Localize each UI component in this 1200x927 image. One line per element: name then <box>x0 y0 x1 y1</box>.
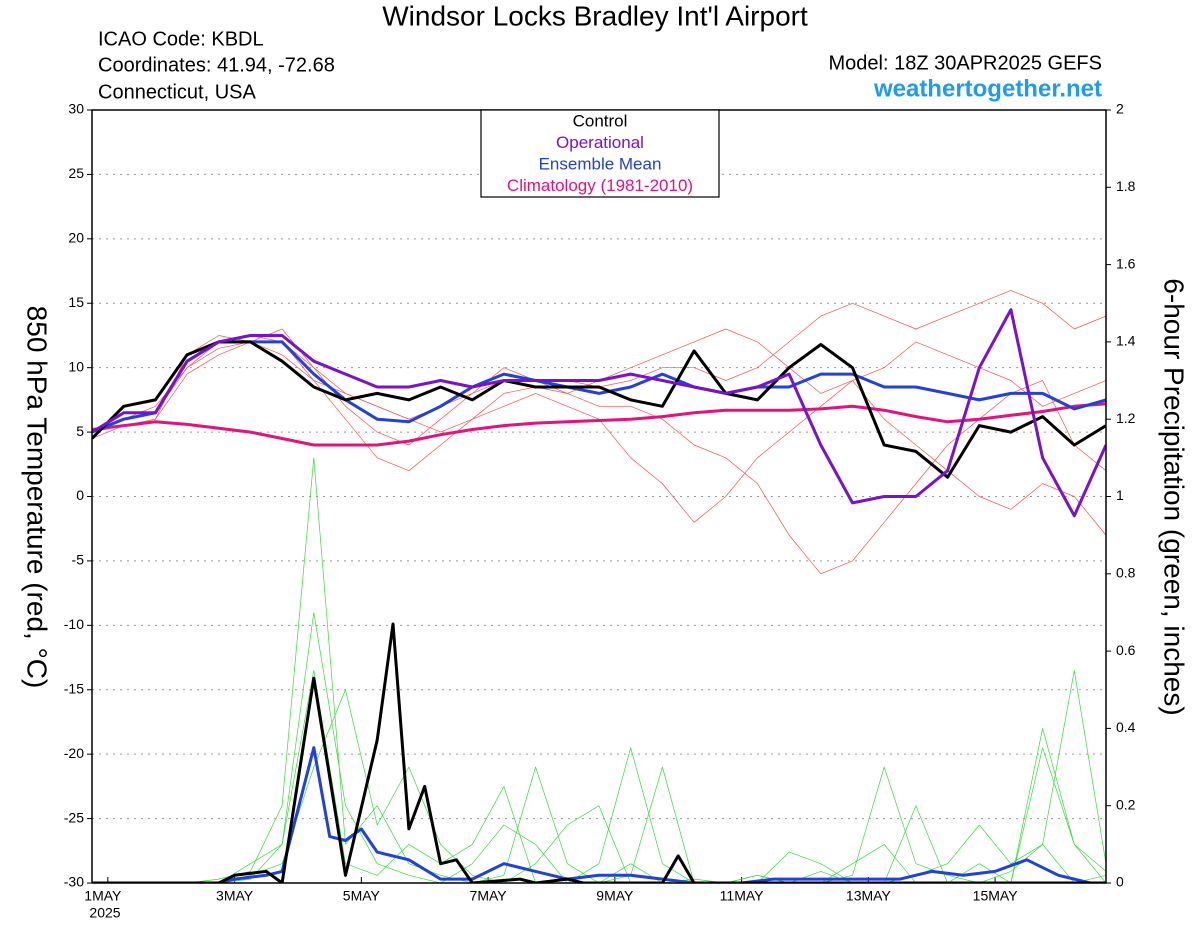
legend-box <box>480 109 720 198</box>
legend-label: Control <box>573 111 628 130</box>
y-tick-label: 10 <box>68 358 84 374</box>
x-year-label: 2025 <box>89 905 120 921</box>
member-line <box>92 670 1106 883</box>
y-tick-label: -25 <box>64 809 84 825</box>
y-tick-label: 20 <box>68 230 84 246</box>
y-tick-label: 30 <box>68 101 84 117</box>
series-line <box>92 340 1106 479</box>
y2-tick-label: 0.6 <box>1116 642 1136 658</box>
series-line <box>92 308 1106 518</box>
x-tick-label: 5MAY <box>343 888 381 904</box>
y-tick-label: -5 <box>72 552 85 568</box>
y2-tick-label: 1.6 <box>1116 255 1136 271</box>
member-line <box>92 612 1106 883</box>
legend-label: Ensemble Mean <box>539 154 662 173</box>
member-line <box>92 670 1106 883</box>
info-line: Coordinates: 41.94, -72.68 <box>98 54 335 76</box>
x-tick-label: 1MAY <box>84 888 122 904</box>
model-label: Model: 18Z 30APR2025 GEFS <box>829 52 1102 74</box>
site-label: weathertogether.net <box>873 75 1102 102</box>
y2-tick-label: 0 <box>1116 874 1124 890</box>
y-tick-label: -30 <box>64 874 84 890</box>
x-tick-label: 7MAY <box>470 888 508 904</box>
y2-tick-label: 0.8 <box>1116 565 1136 581</box>
y-tick-label: 0 <box>76 487 84 503</box>
member-line <box>92 457 1106 883</box>
y2-axis-label: 6-hour Precipitation (green, inches) <box>1159 278 1190 715</box>
member-line <box>92 290 1106 433</box>
y2-tick-label: 1 <box>1116 487 1124 503</box>
y-axis-label: 850 hPa Temperature (red, °C) <box>22 306 53 689</box>
chart-title: Windsor Locks Bradley Int'l Airport <box>382 0 808 31</box>
x-tick-label: 3MAY <box>216 888 254 904</box>
member-line <box>92 341 1106 536</box>
x-tick-label: 11MAY <box>720 888 764 904</box>
legend-label: Climatology (1981-2010) <box>507 176 693 195</box>
y2-tick-label: 1.2 <box>1116 410 1136 426</box>
y-tick-label: -15 <box>64 680 84 696</box>
y2-tick-label: 1.8 <box>1116 178 1136 194</box>
series-line <box>92 402 1106 447</box>
y-tick-label: -20 <box>64 745 84 761</box>
info-line: Connecticut, USA <box>98 81 257 103</box>
info-line: ICAO Code: KBDL <box>98 28 264 50</box>
y-tick-label: 15 <box>68 294 84 310</box>
y2-tick-label: 0.2 <box>1116 796 1136 812</box>
x-tick-label: 13MAY <box>846 888 892 904</box>
member-line <box>92 622 1106 883</box>
series-line <box>92 340 1106 434</box>
y2-tick-label: 1.4 <box>1116 333 1136 349</box>
y-tick-label: -10 <box>64 616 84 632</box>
legend-label: Operational <box>556 133 644 152</box>
x-tick-label: 9MAY <box>596 888 634 904</box>
y2-tick-label: 2 <box>1116 101 1124 117</box>
y2-tick-label: 0.4 <box>1116 719 1136 735</box>
y-tick-label: 25 <box>68 165 84 181</box>
plot-lines <box>92 290 1106 883</box>
grid: -30 -25 -20 -15 -10 -5 0 5 10 15 20 25 30 0 0.2 0.4 0.6 0… <box>64 101 1136 904</box>
legend: Control Operational Ensemble Mean Climatolo… <box>480 109 720 198</box>
x-tick-label: 15MAY <box>973 888 1019 904</box>
y-tick-label: 5 <box>76 423 84 439</box>
